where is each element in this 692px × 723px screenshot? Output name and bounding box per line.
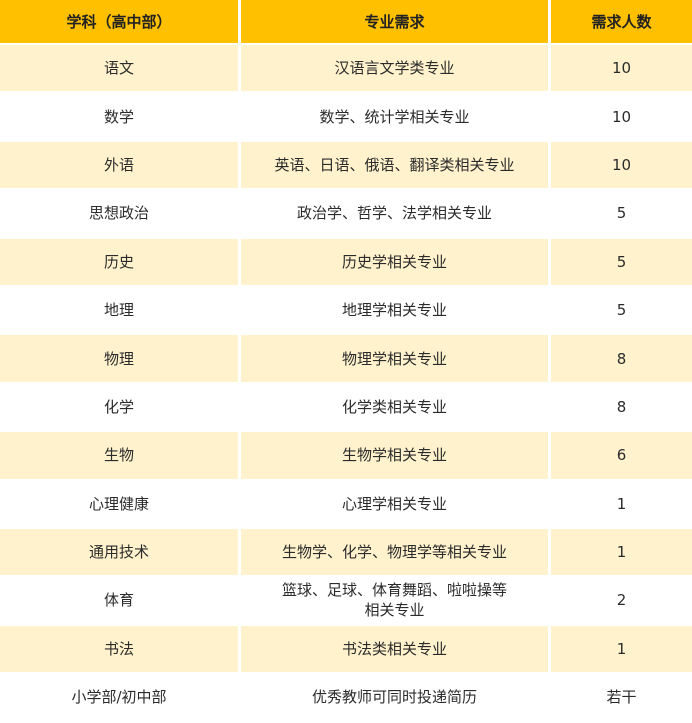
table-row: 生物 生物学相关专业 6 <box>0 432 692 479</box>
subject-cell: 小学部/初中部 <box>0 674 238 721</box>
table-row: 书法 书法类相关专业 1 <box>0 625 692 673</box>
major-cell: 汉语言文学类专业 <box>241 45 548 92</box>
count-cell: 10 <box>551 45 692 92</box>
header-major: 专业需求 <box>241 0 548 43</box>
count-cell: 8 <box>551 383 692 431</box>
major-cell: 生物学、化学、物理学等相关专业 <box>241 528 548 576</box>
count-cell: 8 <box>551 335 692 382</box>
subject-cell: 生物 <box>0 432 238 479</box>
table-row: 体育 篮球、足球、体育舞蹈、啦啦操等相关专业 2 <box>0 577 692 624</box>
major-cell: 历史学相关专业 <box>241 238 548 285</box>
subject-cell: 通用技术 <box>0 528 238 576</box>
count-cell: 1 <box>551 528 692 576</box>
header-count: 需求人数 <box>551 0 692 43</box>
subject-cell: 数学 <box>0 93 238 140</box>
table-row: 心理健康 心理学相关专业 1 <box>0 480 692 527</box>
table-row: 通用技术 生物学、化学、物理学等相关专业 1 <box>0 528 692 576</box>
major-cell: 政治学、哲学、法学相关专业 <box>241 190 548 237</box>
count-cell: 5 <box>551 286 692 334</box>
table-row: 地理 地理学相关专业 5 <box>0 286 692 334</box>
subject-cell: 语文 <box>0 45 238 92</box>
count-cell: 1 <box>551 625 692 673</box>
table-row: 历史 历史学相关专业 5 <box>0 238 692 285</box>
table-row: 语文 汉语言文学类专业 10 <box>0 45 692 92</box>
table-row: 物理 物理学相关专业 8 <box>0 335 692 382</box>
count-cell: 10 <box>551 141 692 189</box>
major-cell: 地理学相关专业 <box>241 286 548 334</box>
major-cell: 篮球、足球、体育舞蹈、啦啦操等相关专业 <box>241 577 548 624</box>
subject-cell: 外语 <box>0 141 238 189</box>
major-cell: 数学、统计学相关专业 <box>241 93 548 140</box>
count-cell: 5 <box>551 238 692 285</box>
major-cell: 英语、日语、俄语、翻译类相关专业 <box>241 141 548 189</box>
table-row: 思想政治 政治学、哲学、法学相关专业 5 <box>0 190 692 237</box>
subject-cell: 物理 <box>0 335 238 382</box>
major-cell: 心理学相关专业 <box>241 480 548 527</box>
count-cell: 10 <box>551 93 692 140</box>
subject-cell: 历史 <box>0 238 238 285</box>
count-cell: 1 <box>551 480 692 527</box>
subject-cell: 体育 <box>0 577 238 624</box>
table-row: 化学 化学类相关专业 8 <box>0 383 692 431</box>
subject-cell: 书法 <box>0 625 238 673</box>
header-subject: 学科（高中部） <box>0 0 238 43</box>
major-cell: 化学类相关专业 <box>241 383 548 431</box>
count-cell: 2 <box>551 577 692 624</box>
major-cell: 优秀教师可同时投递简历 <box>241 674 548 721</box>
major-cell: 物理学相关专业 <box>241 335 548 382</box>
subject-cell: 思想政治 <box>0 190 238 237</box>
table-row: 数学 数学、统计学相关专业 10 <box>0 93 692 140</box>
header-row: 学科（高中部） 专业需求 需求人数 <box>0 0 692 43</box>
subject-cell: 心理健康 <box>0 480 238 527</box>
subject-cell: 地理 <box>0 286 238 334</box>
table-row: 小学部/初中部 优秀教师可同时投递简历 若干 <box>0 674 692 721</box>
count-cell: 6 <box>551 432 692 479</box>
major-cell: 书法类相关专业 <box>241 625 548 673</box>
count-cell: 若干 <box>551 674 692 721</box>
subject-cell: 化学 <box>0 383 238 431</box>
major-cell: 生物学相关专业 <box>241 432 548 479</box>
count-cell: 5 <box>551 190 692 237</box>
table-row: 外语 英语、日语、俄语、翻译类相关专业 10 <box>0 141 692 189</box>
